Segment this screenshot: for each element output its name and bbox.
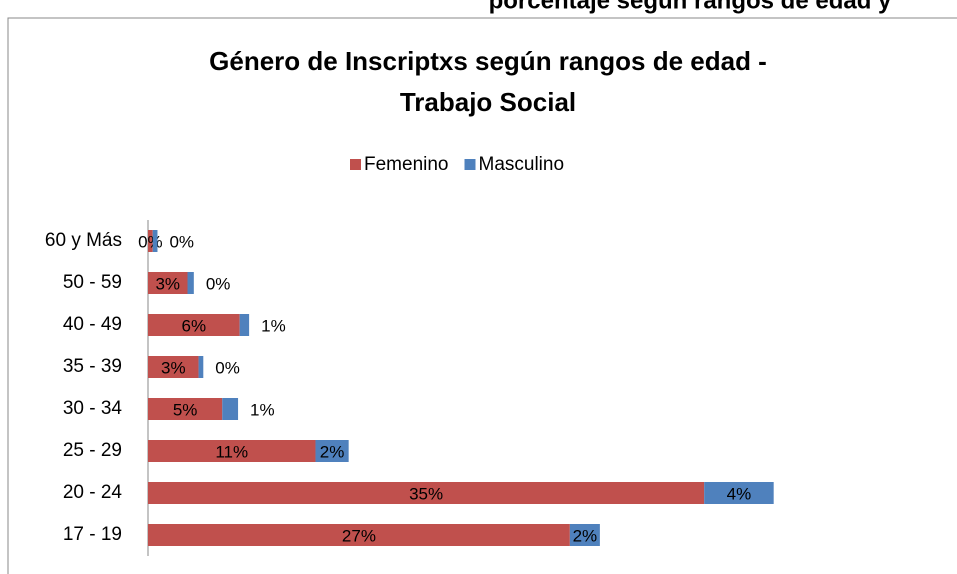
bar-segment [148, 356, 199, 378]
bar-segment [198, 356, 204, 378]
chart-title: Trabajo Social [400, 87, 576, 117]
bar-segment [222, 398, 239, 420]
data-label: 11% [215, 442, 248, 461]
legend-swatch [350, 159, 361, 170]
y-tick-label: 30 - 34 [63, 398, 123, 419]
bar-segment [315, 440, 349, 462]
data-label: 6% [182, 316, 207, 335]
bar-segment [704, 482, 774, 504]
data-label: 35% [409, 484, 443, 503]
legend-label: Femenino [364, 154, 449, 175]
bar-segment [569, 524, 600, 546]
data-label: 0% [215, 358, 240, 377]
y-tick-label: 40 - 49 [63, 314, 122, 335]
bar-segment [148, 398, 223, 420]
data-label: 0% [169, 232, 194, 251]
legend-swatch [464, 159, 476, 170]
bar-segment [239, 314, 250, 336]
chart-title: Género de Inscriptxs según rangos de eda… [209, 46, 767, 76]
data-label: 3% [161, 358, 186, 377]
chart-frame [7, 17, 957, 574]
y-tick-label: 25 - 29 [63, 440, 122, 461]
bar-segment [152, 230, 158, 252]
data-label: 0% [206, 274, 231, 293]
data-label: 27% [342, 526, 376, 545]
data-label: 3% [155, 274, 180, 293]
bar-segment [148, 230, 153, 252]
y-tick-label: 50 - 59 [63, 272, 122, 293]
data-label: 5% [173, 400, 198, 419]
bar-segment [148, 524, 570, 546]
y-tick-label: 20 - 24 [63, 482, 123, 503]
bar-segment [148, 272, 188, 294]
bar-segment [187, 272, 194, 294]
data-label: 1% [250, 400, 275, 419]
data-label: 1% [261, 316, 286, 335]
y-tick-label: 17 - 19 [63, 524, 122, 545]
bar-segment [148, 440, 316, 462]
bar-segment [148, 482, 705, 504]
y-tick-label: 60 y Más [45, 230, 122, 251]
bar-segment [148, 314, 240, 336]
data-label: 0% [138, 232, 163, 251]
y-tick-label: 35 - 39 [63, 356, 122, 377]
data-label: 2% [320, 442, 345, 461]
data-label: 4% [727, 484, 752, 503]
data-label: 2% [573, 526, 598, 545]
legend-label: Masculino [479, 154, 565, 175]
header-fragment: porcentaje según rangos de edad y [489, 0, 892, 14]
